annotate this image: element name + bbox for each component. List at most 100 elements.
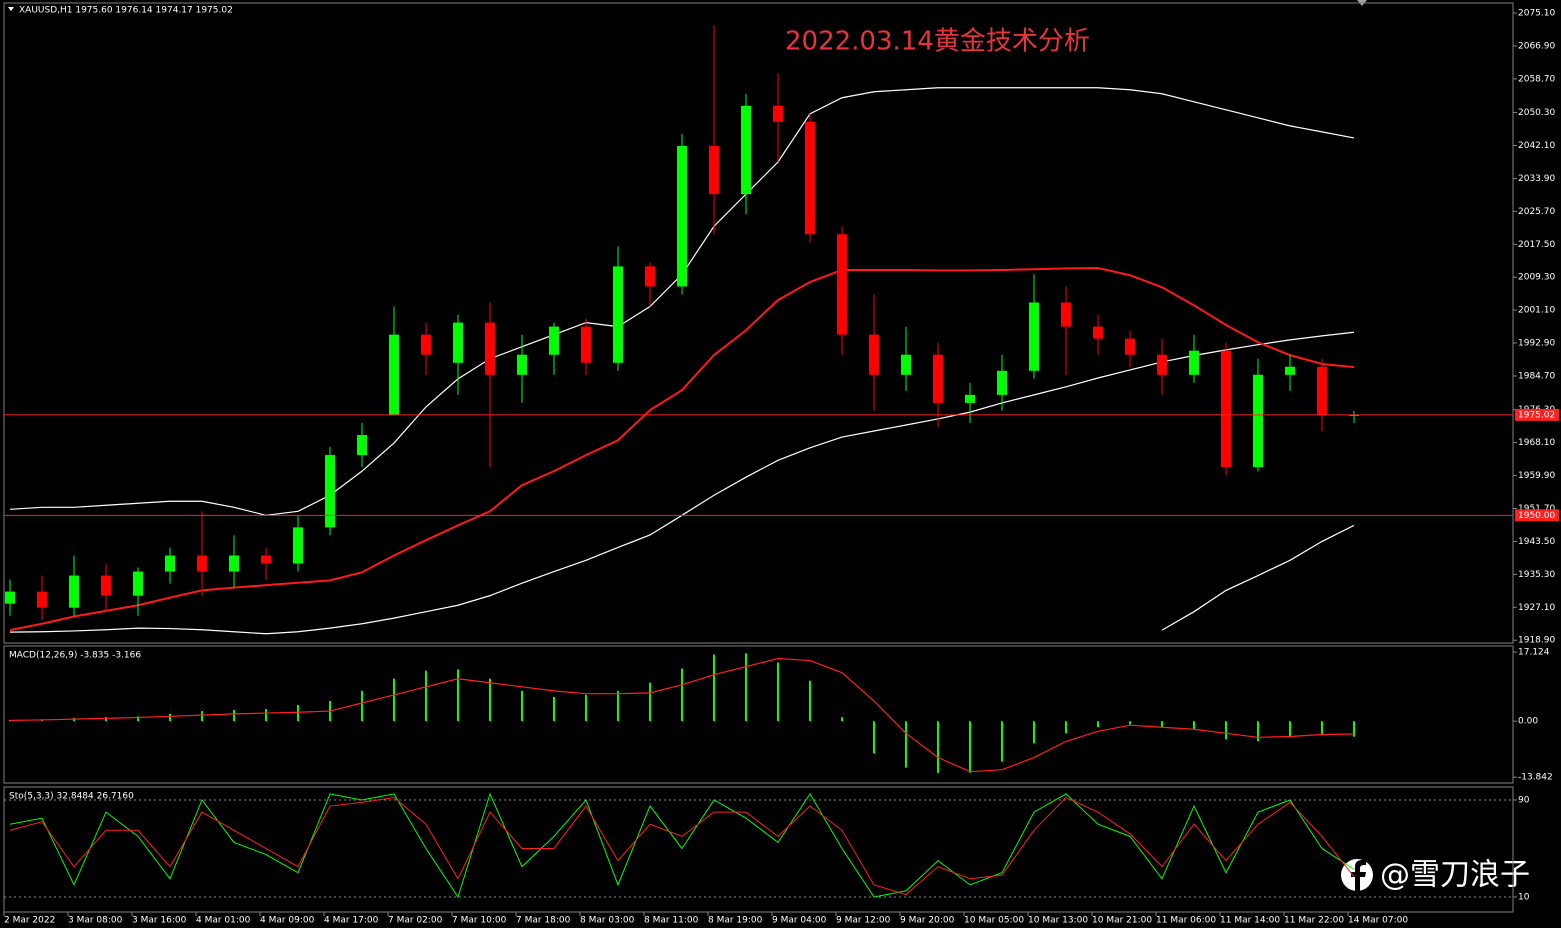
y-tick-label: 10 [1518, 892, 1530, 902]
candle-body [613, 266, 623, 363]
x-tick-label: 11 Mar 14:00 [1220, 916, 1280, 926]
x-tick-label: 9 Mar 04:00 [772, 916, 827, 926]
candle-body [1189, 350, 1199, 375]
y-tick-label: 2033.90 [1518, 174, 1555, 184]
plot-area [4, 792, 1513, 899]
candle-body [1317, 366, 1327, 415]
x-tick-label: 10 Mar 21:00 [1092, 916, 1152, 926]
y-tick-label: 1918.90 [1518, 636, 1555, 646]
y-tick-label: 1968.10 [1518, 438, 1555, 448]
candle-body [581, 326, 591, 363]
y-tick-label: 90 [1518, 795, 1530, 805]
y-tick-label: 2017.50 [1518, 240, 1555, 250]
candle-body [1029, 302, 1039, 371]
candle-body [549, 326, 559, 355]
x-tick-label: 2 Mar 2022 [4, 916, 55, 926]
y-tick-label: 1984.70 [1518, 371, 1555, 381]
chart-title: 2022.03.14黄金技术分析 [785, 27, 1090, 57]
plot-area [5, 25, 1359, 635]
candle-body [517, 354, 527, 375]
candle-body [773, 105, 783, 122]
candle-body [837, 234, 847, 335]
price-tag-label: 1975.02 [1518, 410, 1555, 420]
x-tick-label: 14 Mar 07:00 [1348, 916, 1408, 926]
line [9, 657, 1355, 773]
price-tag [1515, 509, 1559, 522]
x-tick-label: 8 Mar 03:00 [580, 916, 635, 926]
panel-header: MACD(12,26,9) -3.835 -3.166 [9, 651, 141, 661]
header-marker [8, 7, 14, 11]
y-tick-label: 2050.30 [1518, 108, 1555, 118]
x-tick-label: 3 Mar 08:00 [68, 916, 123, 926]
x-tick-label: 10 Mar 05:00 [964, 916, 1024, 926]
y-tick-label: 2042.10 [1518, 141, 1555, 151]
line [9, 796, 1355, 896]
x-tick-label: 4 Mar 17:00 [324, 916, 379, 926]
y-tick-label: 0.00 [1518, 717, 1538, 727]
candle-body [197, 555, 207, 572]
x-tick-label: 11 Mar 06:00 [1156, 916, 1216, 926]
x-tick-label: 4 Mar 09:00 [260, 916, 315, 926]
x-tick-label: 8 Mar 19:00 [708, 916, 763, 926]
candle-body [1221, 350, 1231, 468]
candle-body [261, 555, 271, 564]
watermark-icon-glyph [1351, 860, 1366, 891]
y-tick-label: 2025.70 [1518, 207, 1555, 217]
price-tag [1515, 408, 1559, 421]
y-tick-label: 1935.30 [1518, 570, 1555, 580]
candle-body [165, 555, 175, 572]
x-tick-label: 7 Mar 18:00 [516, 916, 571, 926]
candle-body [357, 435, 367, 456]
y-tick-label: 2001.10 [1518, 306, 1555, 316]
candle-body [1093, 326, 1103, 339]
candle-body [133, 571, 143, 596]
y-tick-label: 2075.10 [1518, 9, 1555, 19]
x-tick-label: 8 Mar 11:00 [644, 916, 699, 926]
panel-frame [3, 645, 1514, 784]
x-tick-label: 10 Mar 13:00 [1028, 916, 1088, 926]
candle-body [869, 334, 879, 375]
candle-body [1061, 302, 1071, 327]
candle-body [645, 266, 655, 287]
x-tick-label: 4 Mar 01:00 [196, 916, 251, 926]
candle-body [421, 334, 431, 355]
x-tick-label: 7 Mar 02:00 [388, 916, 443, 926]
candle-body [5, 591, 15, 604]
candle-body [965, 394, 975, 403]
candle-body [805, 121, 815, 235]
candle-body [709, 145, 719, 195]
y-tick-label: 1927.10 [1518, 603, 1555, 613]
candle-body [69, 575, 79, 608]
panel-frame [3, 2, 1514, 644]
candle-body [1285, 366, 1295, 375]
candle-body [677, 145, 687, 287]
candle-body [933, 354, 943, 403]
candle-body [1125, 338, 1135, 355]
plot-area [9, 653, 1355, 773]
candle-body [1253, 374, 1263, 468]
candle-body [229, 555, 239, 572]
candle-body [325, 455, 335, 528]
y-tick-label: 2058.70 [1518, 74, 1555, 84]
watermark: @雪刀浪子 [1341, 858, 1530, 893]
y-tick-label: 1943.50 [1518, 537, 1555, 547]
y-tick-label: 1959.90 [1518, 471, 1555, 481]
candle-body [741, 105, 751, 195]
candle-body [997, 370, 1007, 395]
candle-body [901, 354, 911, 375]
y-tick-label: 2066.90 [1518, 41, 1555, 51]
candle-body [293, 527, 303, 564]
x-tick-label: 3 Mar 16:00 [132, 916, 187, 926]
candle-body [1157, 354, 1167, 375]
y-tick-label: 17.124 [1518, 647, 1550, 657]
candle-body [453, 322, 463, 363]
y-tick-label: 1992.90 [1518, 339, 1555, 349]
x-tick-label: 7 Mar 10:00 [452, 916, 507, 926]
line [9, 792, 1355, 899]
y-tick-label: -13.842 [1518, 773, 1553, 783]
x-tick-label: 9 Mar 12:00 [836, 916, 891, 926]
candle-body [101, 575, 111, 596]
